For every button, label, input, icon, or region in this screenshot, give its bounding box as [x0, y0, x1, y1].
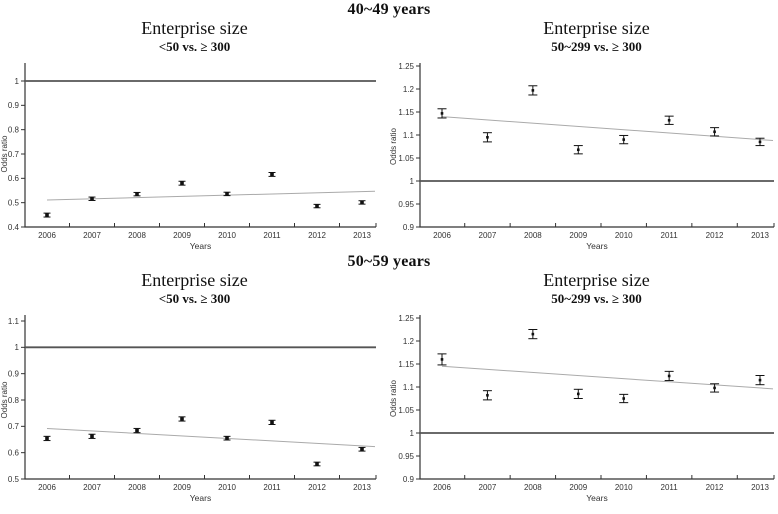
svg-text:0.8: 0.8 [8, 125, 20, 134]
svg-text:1.05: 1.05 [398, 154, 414, 163]
svg-text:1.1: 1.1 [403, 383, 415, 392]
svg-text:1.15: 1.15 [398, 360, 414, 369]
svg-text:1.25: 1.25 [398, 62, 414, 71]
svg-text:2010: 2010 [218, 483, 236, 492]
chart-panel-40-49-under50: Enterprise size <50 vs. ≥ 300 0.4 0.5 0.6 0… [0, 18, 389, 252]
svg-text:2007: 2007 [83, 231, 101, 240]
svg-text:2006: 2006 [38, 231, 56, 240]
odds-ratio-chart: 0.4 0.5 0.6 0.7 0.8 0.9 1 2006 2007 2008 2009 2010 2… [0, 63, 377, 251]
svg-text:0.95: 0.95 [398, 200, 414, 209]
svg-text:2013: 2013 [751, 231, 769, 240]
svg-text:2010: 2010 [615, 231, 633, 240]
svg-text:2010: 2010 [615, 483, 633, 492]
odds-ratio-chart: 0.5 0.6 0.7 0.8 0.9 1 1.1 2006 2007 2008 2009 2010 2… [0, 315, 377, 503]
age-group-heading: 50~59 years [347, 253, 431, 270]
svg-text:1.05: 1.05 [398, 406, 414, 415]
svg-text:0.6: 0.6 [8, 448, 20, 457]
chart-row: Enterprise size <50 vs. ≥ 300 0.4 0.5 0.6 0… [0, 18, 778, 252]
section-age-40-49: 40~49 years Enterprise size <50 vs. ≥ 30… [0, 0, 778, 252]
section-age-50-59: 50~59 years Enterprise size <50 vs. ≥ 30… [0, 252, 778, 504]
svg-text:2012: 2012 [706, 483, 724, 492]
svg-text:2013: 2013 [751, 483, 769, 492]
svg-text:0.9: 0.9 [403, 475, 415, 484]
svg-text:2009: 2009 [569, 483, 587, 492]
svg-text:0.5: 0.5 [8, 198, 20, 207]
svg-text:2006: 2006 [433, 231, 451, 240]
svg-text:2011: 2011 [263, 231, 281, 240]
svg-text:2008: 2008 [128, 231, 146, 240]
svg-text:0.9: 0.9 [403, 223, 415, 232]
svg-text:2009: 2009 [569, 231, 587, 240]
svg-text:1.2: 1.2 [403, 337, 415, 346]
svg-text:2007: 2007 [83, 483, 101, 492]
svg-text:2013: 2013 [353, 231, 371, 240]
svg-text:2011: 2011 [661, 483, 679, 492]
svg-text:2009: 2009 [173, 483, 191, 492]
svg-text:0.7: 0.7 [8, 422, 20, 431]
chart-title: Enterprise size [141, 270, 248, 290]
svg-text:Years: Years [586, 241, 607, 251]
chart-panel-40-49-50to299: Enterprise size 50~299 vs. ≥ 300 0.9 0.95… [389, 18, 778, 252]
svg-text:2006: 2006 [38, 483, 56, 492]
svg-text:2013: 2013 [353, 483, 371, 492]
svg-text:1: 1 [410, 177, 415, 186]
svg-text:2008: 2008 [524, 483, 542, 492]
svg-text:2011: 2011 [661, 231, 679, 240]
svg-text:Odds ratio: Odds ratio [0, 381, 9, 418]
svg-text:Years: Years [190, 493, 211, 503]
svg-text:Years: Years [586, 493, 607, 503]
svg-text:0.4: 0.4 [8, 223, 20, 232]
chart-row: Enterprise size <50 vs. ≥ 300 0.5 0.6 0.7 0… [0, 270, 778, 504]
svg-text:2008: 2008 [524, 231, 542, 240]
svg-text:2007: 2007 [479, 231, 497, 240]
odds-ratio-chart: 0.9 0.95 1 1.05 1.1 1.15 1.2 1.25 2006 2007 2008 20… [389, 62, 775, 251]
svg-text:2012: 2012 [308, 231, 326, 240]
chart-title: Enterprise size [543, 18, 650, 38]
svg-text:Odds ratio: Odds ratio [0, 135, 9, 172]
svg-text:2010: 2010 [218, 231, 236, 240]
svg-text:2009: 2009 [173, 231, 191, 240]
svg-text:Years: Years [190, 241, 211, 251]
svg-text:1: 1 [410, 429, 415, 438]
svg-text:1: 1 [15, 77, 20, 86]
svg-text:2012: 2012 [308, 483, 326, 492]
age-group-heading: 40~49 years [347, 1, 431, 18]
svg-text:1.1: 1.1 [8, 317, 20, 326]
svg-text:1.25: 1.25 [398, 314, 414, 323]
svg-text:0.9: 0.9 [8, 101, 20, 110]
svg-text:2012: 2012 [706, 231, 724, 240]
svg-text:0.5: 0.5 [8, 475, 20, 484]
svg-text:2008: 2008 [128, 483, 146, 492]
svg-text:0.9: 0.9 [8, 369, 20, 378]
chart-subtitle: <50 vs. ≥ 300 [158, 291, 231, 306]
chart-subtitle: 50~299 vs. ≥ 300 [551, 39, 642, 54]
svg-text:1.15: 1.15 [398, 108, 414, 117]
chart-subtitle: <50 vs. ≥ 300 [158, 39, 231, 54]
svg-text:2007: 2007 [479, 483, 497, 492]
chart-title: Enterprise size [543, 270, 650, 290]
svg-text:Odds ratio: Odds ratio [389, 379, 398, 416]
odds-ratio-chart: 0.9 0.95 1 1.05 1.1 1.15 1.2 1.25 2006 2007 2008 20… [389, 314, 775, 503]
svg-text:Odds ratio: Odds ratio [389, 127, 398, 164]
chart-panel-50-59-under50: Enterprise size <50 vs. ≥ 300 0.5 0.6 0.7 0… [0, 270, 389, 504]
svg-text:0.8: 0.8 [8, 396, 20, 405]
svg-text:0.95: 0.95 [398, 452, 414, 461]
chart-panel-50-59-50to299: Enterprise size 50~299 vs. ≥ 300 0.9 0.95… [389, 270, 778, 504]
svg-text:1.1: 1.1 [403, 131, 415, 140]
svg-text:1: 1 [15, 343, 20, 352]
svg-text:0.6: 0.6 [8, 174, 20, 183]
svg-text:1.2: 1.2 [403, 85, 415, 94]
svg-text:2011: 2011 [263, 483, 281, 492]
svg-text:0.7: 0.7 [8, 150, 20, 159]
chart-title: Enterprise size [141, 18, 248, 38]
chart-subtitle: 50~299 vs. ≥ 300 [551, 291, 642, 306]
svg-text:2006: 2006 [433, 483, 451, 492]
